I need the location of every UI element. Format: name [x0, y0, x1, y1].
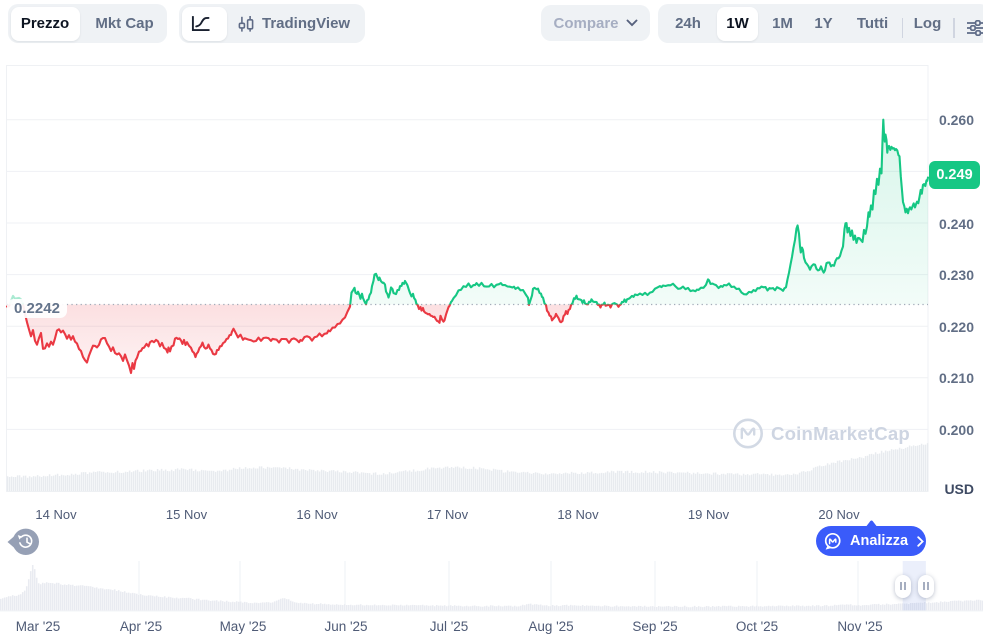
svg-text:CoinMarketCap: CoinMarketCap	[771, 423, 910, 444]
